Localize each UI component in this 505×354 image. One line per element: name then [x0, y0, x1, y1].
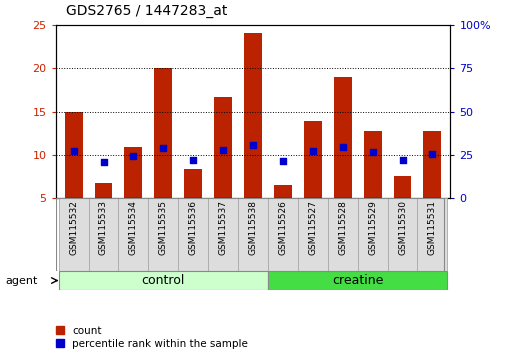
Bar [243, 33, 262, 198]
Bar [357, 198, 387, 271]
Bar [268, 198, 297, 271]
Point [397, 157, 406, 163]
Text: GSM115533: GSM115533 [99, 200, 108, 256]
Point [69, 149, 77, 154]
Bar [387, 198, 417, 271]
Bar [327, 198, 357, 271]
Bar [178, 198, 208, 271]
Text: GSM115532: GSM115532 [69, 200, 78, 255]
Bar [59, 271, 268, 290]
Bar [88, 198, 118, 271]
Text: GSM115526: GSM115526 [278, 200, 287, 255]
Text: GSM115529: GSM115529 [367, 200, 376, 255]
Point [338, 144, 346, 150]
Point [219, 147, 227, 153]
Text: GSM115527: GSM115527 [308, 200, 317, 255]
Text: GSM115538: GSM115538 [248, 200, 257, 256]
Point [278, 158, 286, 164]
Text: GSM115531: GSM115531 [427, 200, 436, 256]
Point [248, 143, 257, 148]
Text: GSM115537: GSM115537 [218, 200, 227, 256]
Text: control: control [141, 274, 185, 287]
Point [129, 153, 137, 159]
Bar [393, 176, 411, 198]
Bar [363, 131, 381, 198]
Point [428, 151, 436, 157]
Bar [237, 198, 268, 271]
Bar [148, 198, 178, 271]
Bar [214, 97, 232, 198]
Text: GSM115536: GSM115536 [188, 200, 197, 256]
Bar [333, 77, 351, 198]
Point [99, 159, 108, 165]
Bar [417, 198, 446, 271]
Text: GSM115535: GSM115535 [159, 200, 168, 256]
Point [308, 148, 316, 153]
Text: agent: agent [5, 275, 37, 286]
Bar [423, 131, 440, 198]
Text: GSM115528: GSM115528 [337, 200, 346, 255]
Bar [59, 198, 88, 271]
Bar [303, 121, 321, 198]
Point [189, 157, 197, 163]
Bar [118, 198, 148, 271]
Text: GSM115530: GSM115530 [397, 200, 406, 256]
Point [368, 149, 376, 155]
Bar [124, 147, 142, 198]
Bar [154, 68, 172, 198]
Legend: count, percentile rank within the sample: count, percentile rank within the sample [56, 326, 248, 349]
Bar [268, 271, 446, 290]
Bar [297, 198, 327, 271]
Point [159, 145, 167, 151]
Bar [208, 198, 237, 271]
Bar [65, 112, 82, 198]
Bar [94, 183, 112, 198]
Text: GSM115534: GSM115534 [129, 200, 138, 255]
Text: creatine: creatine [331, 274, 383, 287]
Bar [184, 169, 202, 198]
Bar [273, 185, 291, 198]
Text: GDS2765 / 1447283_at: GDS2765 / 1447283_at [66, 4, 227, 18]
